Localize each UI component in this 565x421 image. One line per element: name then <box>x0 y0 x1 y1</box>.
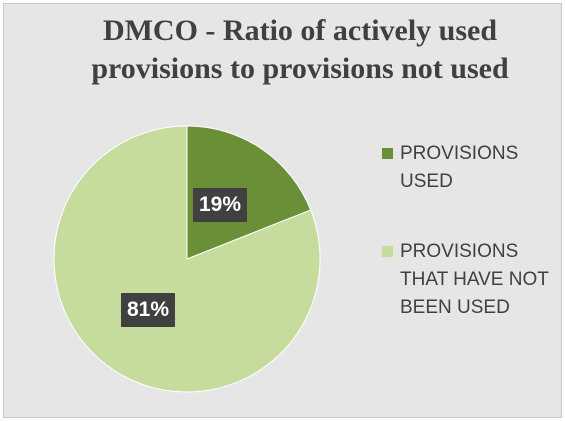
legend-label-provisions-not-used: PROVISIONS THAT HAVE NOT BEEN USED <box>400 241 549 318</box>
legend-item-provisions-not-used: PROVISIONS THAT HAVE NOT BEEN USED <box>382 238 557 322</box>
data-label-provisions-not-used: 81% <box>120 293 176 327</box>
pie-slice-provisions-not-used <box>53 125 321 393</box>
legend-swatch-provisions-not-used <box>382 246 393 257</box>
legend-item-provisions-used: PROVISIONS USED <box>382 140 557 196</box>
legend: PROVISIONS USED PROVISIONS THAT HAVE NOT… <box>382 140 557 322</box>
chart-title: DMCO - Ratio of actively used provisions… <box>91 14 509 85</box>
pie-slice-provisions-used <box>186 125 312 260</box>
legend-label-provisions-used: PROVISIONS USED <box>400 143 519 192</box>
legend-swatch-provisions-used <box>382 148 393 159</box>
data-label-provisions-used: 19% <box>192 188 248 222</box>
